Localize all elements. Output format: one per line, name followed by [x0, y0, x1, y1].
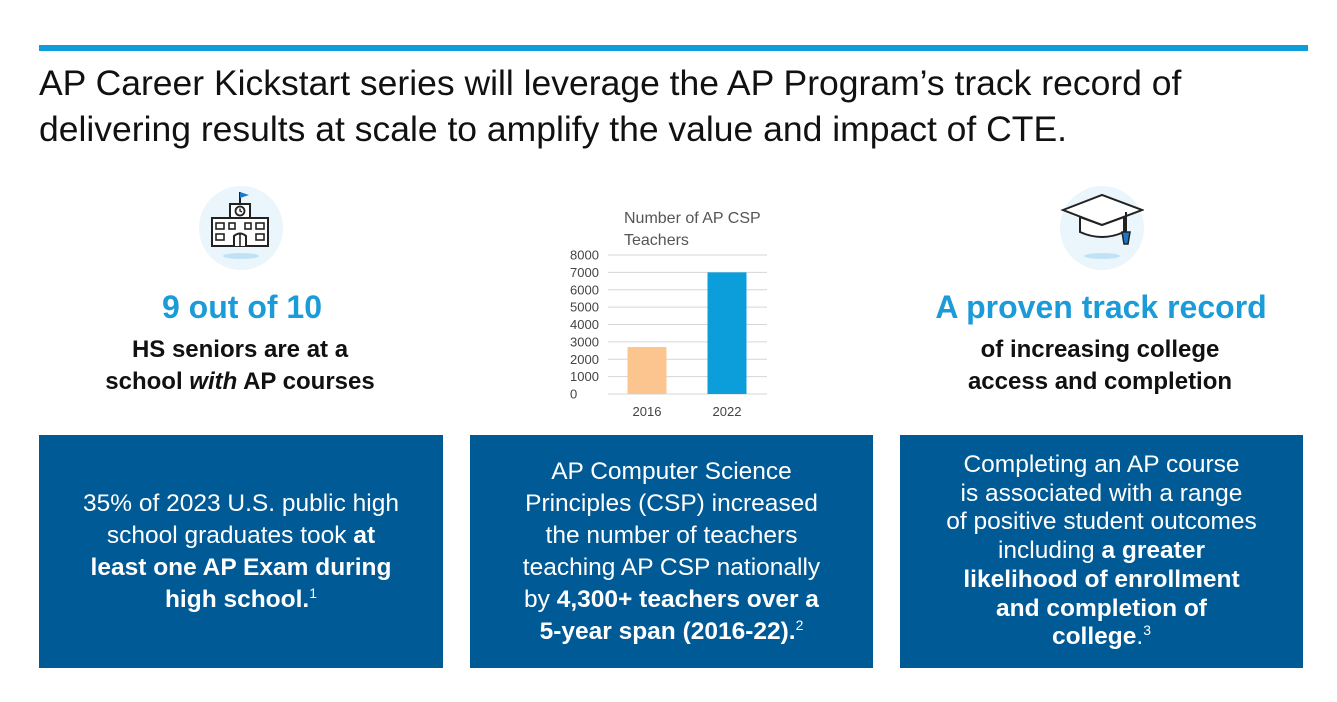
x-tick-label-2016: 2016: [633, 404, 662, 419]
stat-right-subtitle: of increasing college access and complet…: [930, 334, 1270, 398]
box3-line-2: is associated with a range: [960, 479, 1243, 507]
stat-left-title: 9 out of 10: [161, 289, 322, 325]
box3-line-5-bold: likelihood of enrollment: [963, 565, 1240, 593]
box2-line-5-bold: 4,300+ teachers over a: [556, 585, 819, 613]
info-box-csp: AP Computer Science Principles (CSP) inc…: [470, 435, 873, 668]
info-box-csp-text: AP Computer Science Principles (CSP) inc…: [523, 456, 820, 648]
box2-line-3: the number of teachers: [545, 521, 798, 549]
box2-line-5: by 4,300+ teachers over a: [523, 584, 820, 616]
school-icon-circle: [199, 186, 283, 270]
info-box-outcomes: Completing an AP course is associated wi…: [900, 435, 1303, 668]
box3-line-4-bold: a greater: [1101, 537, 1205, 565]
box3-footnote-ref: 3: [1143, 622, 1152, 639]
box2-footnote-ref: 2: [795, 616, 804, 633]
box3-line-7: college.3: [946, 623, 1257, 652]
box2-line-1: AP Computer Science: [551, 457, 792, 485]
stat-left-line-2-emphasis: with: [189, 368, 238, 395]
headline-line-1: AP Career Kickstart series will leverage…: [39, 63, 1182, 103]
x-tick-label-2022: 2022: [713, 404, 742, 419]
school-building-icon: [211, 192, 269, 259]
y-tick-label-3000: 3000: [570, 334, 599, 349]
stat-left-line-2: school with AP courses: [70, 366, 410, 398]
box2-line-2: Principles (CSP) increased: [525, 489, 818, 517]
box3-line-1: Completing an AP course: [963, 451, 1240, 479]
box3-line-5: likelihood of enrollment: [946, 566, 1257, 595]
box3-line-7-bold: college: [1051, 623, 1137, 651]
chart-svg: 0 1000 2000 3000 4000 5000 6000 7000 8000 2016 202…: [570, 248, 767, 419]
stat-right-title: A proven track record: [935, 289, 1267, 325]
info-box-exam: 35% of 2023 U.S. public high school grad…: [39, 435, 443, 668]
bar-2022: [707, 272, 747, 394]
box2-line-4: teaching AP CSP nationally: [522, 553, 821, 581]
box1-line-2-pre: school graduates took: [106, 521, 354, 549]
box3-line-7-post: .: [1136, 623, 1144, 651]
y-tick-label-5000: 5000: [570, 300, 599, 315]
y-tick-label-0: 0: [570, 387, 577, 402]
box3-line-3: of positive student outcomes: [946, 508, 1257, 536]
y-tick-label-8000: 8000: [570, 248, 599, 263]
box1-footnote-ref: 1: [309, 584, 318, 601]
box1-line-1: 35% of 2023 U.S. public high: [83, 489, 399, 517]
headline-line-2: delivering results at scale to amplify t…: [39, 109, 1068, 149]
y-tick-label-4000: 4000: [570, 317, 599, 332]
box1-line-4-bold: high school.: [164, 585, 310, 613]
stat-left-subtitle: HS seniors are at a school with AP cours…: [70, 334, 410, 398]
y-tick-label-2000: 2000: [570, 352, 599, 367]
chart-title: Number of AP CSP Teachers: [624, 208, 794, 252]
box1-line-2: school graduates took at: [83, 520, 399, 552]
box3-line-6: and completion of: [946, 595, 1257, 624]
box3-line-4-pre: including: [997, 537, 1102, 565]
y-tick-label-7000: 7000: [570, 265, 599, 280]
headline: AP Career Kickstart series will leverage…: [39, 60, 1299, 152]
info-box-outcomes-text: Completing an AP course is associated wi…: [946, 451, 1257, 652]
graduation-cap-icon: [1060, 193, 1144, 259]
chart-title-line-1: Number of AP CSP: [624, 210, 761, 227]
box3-line-4: including a greater: [946, 537, 1257, 566]
box1-line-2-bold: at: [353, 521, 376, 549]
teachers-bar-chart: Number of AP CSP Teachers 0 1000 2000 3000 4…: [560, 200, 790, 430]
box2-line-6-bold: 5-year span (2016-22).: [539, 617, 796, 645]
chart-title-line-2: Teachers: [624, 232, 689, 249]
stat-right-line-2: access and completion: [967, 368, 1233, 395]
stat-right-line-1: of increasing college: [980, 336, 1220, 363]
box1-line-3-bold: least one AP Exam during: [90, 553, 392, 581]
top-accent-rule: [39, 45, 1308, 51]
cap-icon-circle: [1060, 186, 1144, 270]
stat-left-line-2-pre: school: [105, 368, 190, 395]
box2-line-5-pre: by: [524, 585, 557, 613]
y-tick-label-6000: 6000: [570, 282, 599, 297]
box1-line-4: high school.1: [83, 584, 399, 616]
stat-left-line-2-post: AP courses: [237, 368, 375, 395]
info-box-exam-text: 35% of 2023 U.S. public high school grad…: [83, 488, 399, 616]
box1-line-3: least one AP Exam during: [83, 552, 399, 584]
box2-line-6: 5-year span (2016-22).2: [523, 616, 820, 648]
box3-line-6-bold: and completion of: [996, 594, 1207, 622]
bar-2016: [627, 347, 667, 394]
y-tick-label-1000: 1000: [570, 369, 599, 384]
stat-left-line-1: HS seniors are at a: [131, 336, 349, 363]
